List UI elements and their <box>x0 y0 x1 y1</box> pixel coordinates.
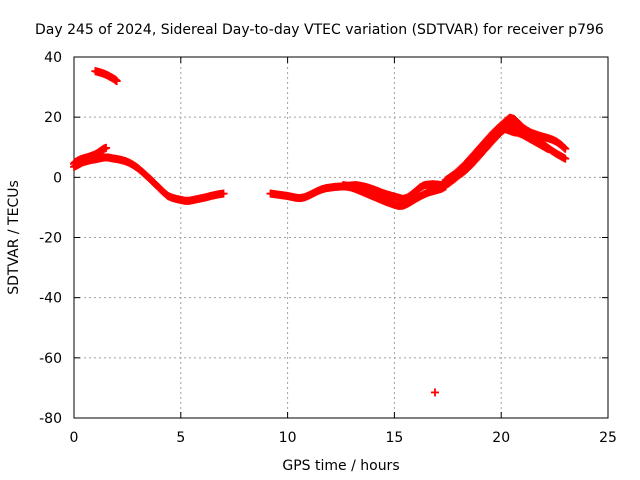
x-tick-label: 5 <box>176 430 185 446</box>
y-tick-label: -80 <box>39 411 62 427</box>
y-tick-label: 20 <box>44 110 62 126</box>
x-tick-label: 10 <box>279 430 297 446</box>
data-point <box>561 144 570 153</box>
data-point <box>102 143 111 152</box>
y-tick-label: 0 <box>53 170 62 186</box>
y-axis-title: SDTVAR / TECUs <box>6 180 22 295</box>
x-axis-title: GPS time / hours <box>282 458 399 474</box>
grid <box>74 57 608 418</box>
data-point <box>430 388 439 397</box>
y-tick-label: -60 <box>39 351 62 367</box>
x-tick-label: 0 <box>70 430 79 446</box>
y-tick-label: -40 <box>39 291 62 307</box>
x-tick-label: 25 <box>599 430 617 446</box>
x-tick-label: 20 <box>492 430 510 446</box>
data-point <box>560 143 569 152</box>
data-points <box>70 67 570 397</box>
data-point <box>561 154 570 163</box>
y-tick-label: -20 <box>39 231 62 247</box>
data-point <box>544 145 553 154</box>
chart-title: Day 245 of 2024, Sidereal Day-to-day VTE… <box>35 22 604 38</box>
y-tick-label: 40 <box>44 50 62 66</box>
x-tick-label: 15 <box>385 430 403 446</box>
axis-ticks: 0 5 10 15 20 25 -80 -60 -40 -20 0 20 40 <box>39 50 617 446</box>
data-point <box>219 189 228 198</box>
data-point <box>112 77 121 86</box>
